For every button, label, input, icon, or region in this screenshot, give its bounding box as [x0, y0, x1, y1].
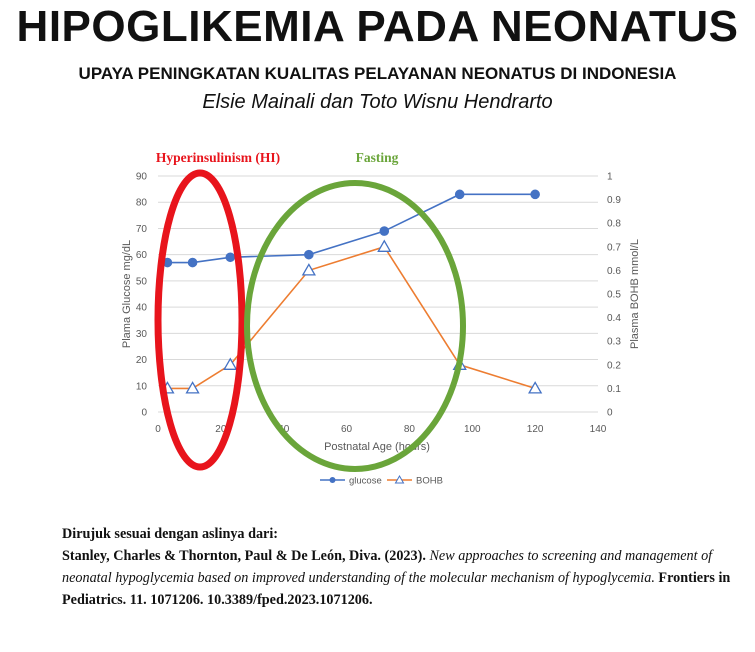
y-tick-label: 40 — [136, 303, 148, 314]
y-tick-label: 50 — [136, 276, 148, 287]
reference-intro: Dirujuk sesuai dengan aslinya dari: — [62, 526, 279, 542]
data-point-glucose — [454, 189, 465, 200]
chart-series — [160, 189, 543, 394]
y-tick-label: 20 — [136, 355, 148, 366]
data-point-glucose — [187, 257, 198, 268]
data-point-BOHB — [528, 381, 543, 394]
reference-block: Dirujuk sesuai dengan aslinya dari: Stan… — [62, 523, 732, 611]
y2-tick-label: 1 — [607, 172, 613, 183]
legend-marker-BOHB — [394, 474, 405, 484]
data-point-BOHB — [301, 263, 316, 276]
y2-axis-label: Plasma BOHB mmol/L — [629, 239, 641, 349]
y-axis-label: Plama Glucose mg/dL — [121, 240, 133, 348]
page-subtitle: UPAYA PENINGKATAN KUALITAS PELAYANAN NEO… — [78, 64, 677, 83]
authors-line: Elsie Mainali dan Toto Wisnu Hendrarto — [202, 91, 553, 113]
y-tick-label: 30 — [136, 329, 148, 340]
y2-tick-label: 0.8 — [607, 219, 621, 230]
hyperinsulinism-ellipse — [154, 169, 246, 471]
y2-tick-label: 0.9 — [607, 195, 621, 206]
data-point-BOHB — [185, 381, 200, 394]
y2-tick-label: 0.6 — [607, 266, 621, 277]
y2-tick-label: 0.3 — [607, 337, 621, 348]
legend-label-glucose: glucose — [349, 476, 382, 487]
y-tick-label: 90 — [136, 172, 148, 183]
y-tick-label: 0 — [141, 408, 147, 419]
chart-axes: 010203040506070809000.10.20.30.40.50.60.… — [121, 172, 641, 454]
reference-journal: Frontiers in Pediatrics. 11. 1071206. 10… — [62, 570, 731, 608]
page-title: HIPOGLIKEMIA PADA NEONATUS — [16, 2, 739, 51]
x-tick-label: 80 — [404, 424, 416, 435]
fasting-label: Fasting — [356, 150, 399, 165]
data-point-glucose — [225, 252, 236, 263]
fasting-ellipse — [244, 180, 466, 472]
x-tick-label: 0 — [155, 424, 161, 435]
hyperinsulinism-label: Hyperinsulinism (HI) — [156, 150, 280, 165]
data-point-glucose — [304, 249, 314, 260]
chart-gridlines — [158, 175, 598, 413]
data-point-glucose — [530, 189, 540, 200]
x-tick-label: 140 — [590, 424, 607, 435]
x-tick-label: 20 — [215, 424, 227, 435]
reference-authors: Stanley, Charles & Thornton, Paul & De L… — [62, 548, 426, 564]
data-point-BOHB — [223, 357, 238, 370]
data-point-BOHB — [377, 239, 392, 252]
x-tick-label: 120 — [527, 424, 544, 435]
y-tick-label: 60 — [136, 250, 148, 261]
y-tick-label: 70 — [136, 224, 148, 235]
reference-title: New approaches to screening and manageme… — [62, 548, 713, 586]
chart-legend: glucose BOHB — [320, 474, 443, 487]
y2-tick-label: 0 — [607, 408, 613, 419]
y-tick-label: 80 — [136, 198, 148, 209]
data-point-glucose — [379, 226, 390, 236]
x-tick-label: 100 — [464, 424, 481, 435]
legend-marker-glucose — [329, 477, 336, 483]
series-line-BOHB — [167, 245, 536, 390]
x-axis-label: Postnatal Age (hours) — [324, 441, 430, 453]
reference-citation: Stanley, Charles & Thornton, Paul & De L… — [62, 545, 732, 611]
chart-annotations: Hyperinsulinism (HI) Fasting — [154, 150, 466, 472]
y2-tick-label: 0.5 — [607, 290, 621, 301]
y2-tick-label: 0.2 — [607, 360, 621, 371]
hypoglycemia-chart: 010203040506070809000.10.20.30.40.50.60.… — [121, 150, 641, 487]
legend-label-BOHB: BOHB — [416, 476, 443, 487]
y2-tick-label: 0.7 — [607, 242, 621, 253]
y2-tick-label: 0.4 — [607, 313, 621, 324]
y2-tick-label: 0.1 — [607, 384, 621, 395]
x-tick-label: 60 — [341, 424, 353, 435]
y-tick-label: 10 — [136, 381, 148, 392]
